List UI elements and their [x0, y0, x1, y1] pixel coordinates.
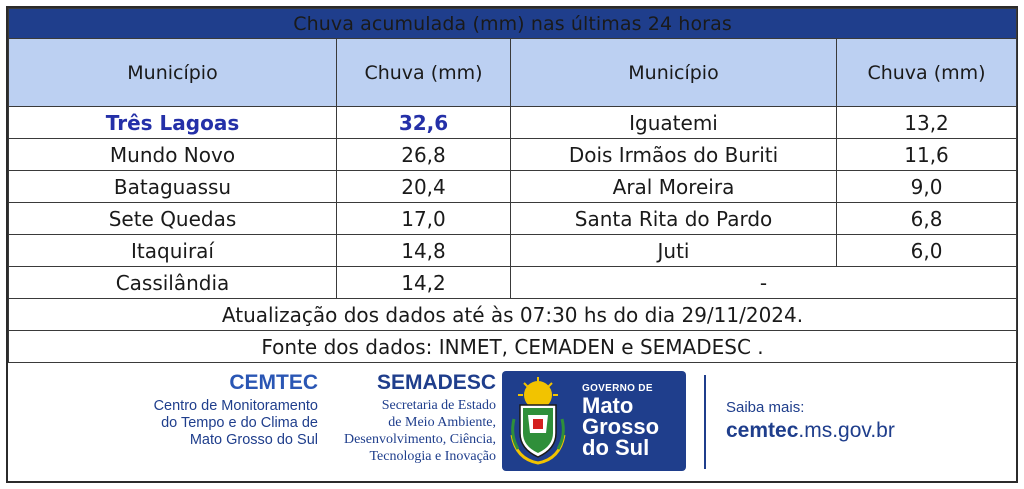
site-bold: cemtec — [726, 419, 799, 442]
city-cell: Aral Moreira — [510, 170, 837, 203]
semadesc-desc-line: Secretaria de Estado — [381, 398, 496, 413]
rainfall-table: Chuva acumulada (mm) nas últimas 24 hora… — [7, 8, 1018, 363]
city-cell: Dois Irmãos do Buriti — [510, 138, 837, 171]
cemtec-desc-line: Mato Grosso do Sul — [189, 432, 318, 448]
rain-value-cell: 11,6 — [835, 138, 1018, 171]
city-cell: Sete Quedas — [8, 202, 337, 235]
source-note: Fonte dos dados: INMET, CEMADEN e SEMADE… — [7, 330, 1018, 363]
state-name-line: Mato — [582, 393, 634, 418]
cemtec-name: CEMTEC — [229, 371, 318, 394]
city-cell: Bataguassu — [8, 170, 337, 203]
coat-of-arms-icon — [510, 377, 566, 465]
site-rest: .ms.gov.br — [798, 419, 895, 442]
cemtec-logo: CEMTEC Centro de Monitoramento do Tempo … — [108, 371, 318, 449]
city-cell: Itaquiraí — [8, 234, 337, 267]
header-municipio-left: Município — [8, 38, 337, 107]
rain-value-cell: 6,0 — [835, 234, 1018, 267]
state-name-line: Grosso — [582, 414, 660, 439]
city-cell: Iguatemi — [510, 106, 837, 139]
table-row: Bataguassu 20,4 Aral Moreira 9,0 — [8, 170, 1018, 203]
table-title: Chuva acumulada (mm) nas últimas 24 hora… — [7, 8, 1018, 39]
rain-value-cell: 14,8 — [336, 234, 511, 267]
city-cell: Três Lagoas — [8, 106, 337, 139]
rain-value-cell: 26,8 — [336, 138, 511, 171]
rain-value-cell: 32,6 — [336, 106, 511, 139]
update-note: Atualização dos dados até às 07:30 hs do… — [7, 298, 1018, 331]
rain-value-cell: 17,0 — [336, 202, 511, 235]
header-chuva-left: Chuva (mm) — [336, 38, 511, 107]
governo-ms-logo: GOVERNO DE Mato Grosso do Sul — [502, 371, 686, 471]
header-chuva-right: Chuva (mm) — [835, 38, 1018, 107]
semadesc-desc-line: de Meio Ambiente, — [388, 415, 496, 430]
governo-label: GOVERNO DE — [582, 383, 653, 394]
cemtec-desc-line: Centro de Monitoramento — [153, 398, 318, 414]
cemtec-description: Centro de Monitoramento do Tempo e do Cl… — [108, 398, 318, 449]
table-row: Três Lagoas 32,6 Iguatemi 13,2 — [8, 106, 1018, 139]
state-name-line: do Sul — [582, 435, 650, 460]
cemtec-desc-line: do Tempo e do Clima de — [161, 415, 318, 431]
table-row: Itaquiraí 14,8 Juti 6,0 — [8, 234, 1018, 267]
header-municipio-right: Município — [510, 38, 837, 107]
city-cell: Mundo Novo — [8, 138, 337, 171]
city-cell: Juti — [510, 234, 837, 267]
empty-merged-cell: - — [509, 266, 1018, 299]
city-cell: Santa Rita do Pardo — [510, 202, 837, 235]
rain-value-cell: 6,8 — [835, 202, 1018, 235]
semadesc-name: SEMADESC — [376, 371, 496, 394]
footer-divider — [704, 375, 706, 469]
semadesc-logo: SEMADESC Secretaria de Estado de Meio Am… — [320, 371, 496, 465]
rain-value-cell: 14,2 — [336, 266, 511, 299]
rain-value-cell: 13,2 — [835, 106, 1018, 139]
rain-value-cell: 9,0 — [835, 170, 1018, 203]
saiba-mais-label: Saiba mais: — [726, 399, 805, 416]
footer-logos: CEMTEC Centro de Monitoramento do Tempo … — [8, 357, 1016, 481]
table-row: Sete Quedas 17,0 Santa Rita do Pardo 6,8 — [8, 202, 1018, 235]
semadesc-desc-line: Tecnologia e Inovação — [369, 449, 496, 464]
table-row: Cassilândia 14,2 - — [8, 266, 1018, 299]
rainfall-report-frame: Chuva acumulada (mm) nas últimas 24 hora… — [6, 6, 1018, 483]
website-link[interactable]: cemtec.ms.gov.br — [726, 419, 895, 443]
rain-value-cell: 20,4 — [336, 170, 511, 203]
semadesc-desc-line: Desenvolvimento, Ciência, — [343, 432, 496, 447]
city-cell: Cassilândia — [8, 266, 337, 299]
table-row: Mundo Novo 26,8 Dois Irmãos do Buriti 11… — [8, 138, 1018, 171]
state-name: Mato Grosso do Sul — [582, 393, 660, 460]
semadesc-description: Secretaria de Estado de Meio Ambiente, D… — [320, 397, 496, 465]
